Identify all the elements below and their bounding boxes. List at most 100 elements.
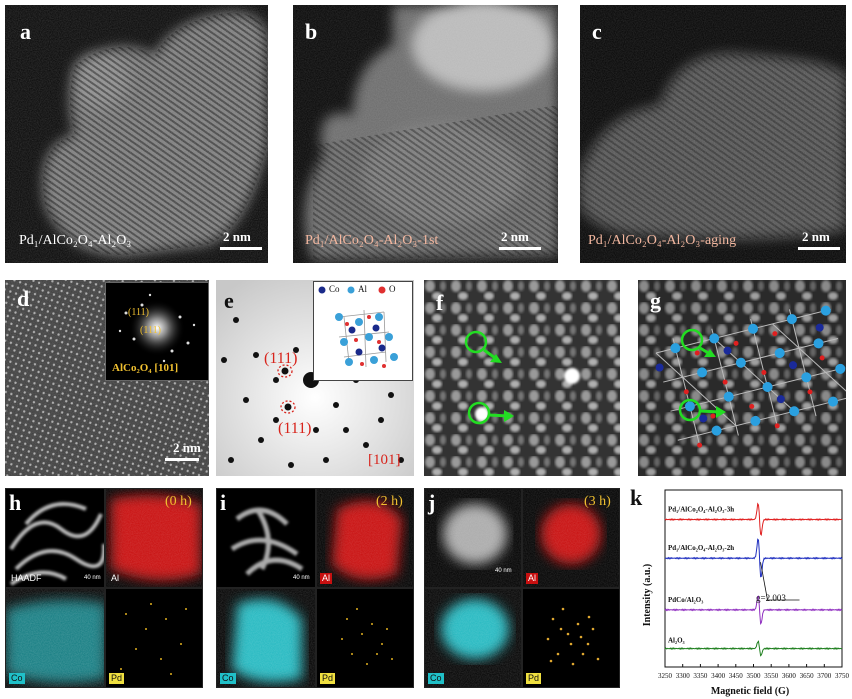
pd-map-tile-i: Pd (316, 588, 414, 688)
caption-b: Pd₁/AlCo₂O₄-Al₂O₃-1st (305, 233, 439, 248)
panel-label-i: i (220, 490, 227, 515)
time-label-j: (3 h) (584, 494, 611, 509)
y-axis-label: Intensity (a.u.) (642, 564, 653, 627)
panel-g: g (638, 280, 846, 476)
al-map-tile-i: Al (316, 488, 414, 588)
tag-pd-j: Pd (526, 673, 542, 684)
scale-bar-a (220, 247, 262, 250)
panel-label-c: c (592, 19, 602, 44)
series-line (664, 502, 843, 536)
panel-label-d: d (17, 286, 30, 311)
time-label-i: (2 h) (376, 494, 403, 509)
pd-map-tile-h: Pd (105, 588, 203, 688)
haadf-tile-j: 40 nm (424, 488, 522, 588)
panel-b: b Pd₁/AlCo₂O₄-Al₂O₃-1st 2 nm (293, 5, 558, 263)
panel-c: c Pd₁/AlCo₂O₄-Al₂O₃-aging 2 nm (580, 5, 846, 263)
scale-label-b: 2 nm (501, 229, 529, 244)
time-label-h: (0 h) (165, 494, 192, 509)
panel-c-micrograph (580, 5, 846, 263)
series-label: Al₂O₃ (668, 637, 685, 645)
panel-label-e: e (224, 288, 234, 313)
caption-a: Pd₁/AlCo₂O₄-Al₂O₃ (19, 233, 132, 248)
pd-map-i (341, 608, 393, 665)
zone-axis-label: [101] (368, 452, 401, 468)
panel-label-g: g (650, 288, 661, 313)
tag-haadf: HAADF (11, 573, 42, 583)
co-map-tile-j: Co (424, 588, 522, 688)
x-tick-label: 3600 (782, 672, 797, 680)
panel-e: Co Al O e (111) (111) [101] (216, 280, 414, 476)
fft-spot-label-1: (111) (128, 307, 149, 318)
al-map-tile-j: Al (522, 488, 620, 588)
scale-bar-d (165, 458, 199, 461)
panel-label-b: b (305, 19, 318, 44)
co-map-j (425, 589, 521, 687)
annotation-leader (760, 562, 768, 601)
tag-co-j: Co (428, 673, 444, 684)
al-map-j (523, 489, 619, 587)
scale-bar-b (499, 247, 541, 250)
fft-pattern (118, 293, 196, 363)
g-value-annotation: g=2.003 (756, 593, 786, 603)
x-tick-label: 3400 (711, 672, 726, 680)
x-tick-label: 3700 (817, 672, 832, 680)
co-map-i (217, 589, 315, 687)
panel-a-micrograph (5, 5, 268, 263)
panel-g-micrograph (638, 280, 846, 476)
series-line (664, 538, 843, 578)
fft-inset: (111) (111) AlCo₂O₄ [101] (105, 282, 209, 381)
tag-co-h: Co (9, 673, 25, 684)
series-label: Pd₁/AlCo₂O₄-Al₂O₃-2h (668, 544, 734, 552)
co-map-tile-h: Co (5, 588, 105, 688)
pd-map-h (120, 603, 187, 675)
x-tick-label: 3450 (729, 672, 744, 680)
tag-al-j: Al (526, 573, 539, 584)
x-tick-label: 3250 (658, 672, 673, 680)
al-map-h (106, 489, 202, 587)
tag-al-i: Al (320, 573, 333, 584)
haadf-tile-h: HAADF 40 nm (5, 488, 105, 588)
x-tick-label: 3300 (676, 672, 691, 680)
crystal-structure-inset: Co Al O (313, 281, 413, 381)
co-map-tile-i: Co (216, 588, 316, 688)
panel-a: a Pd₁/AlCo₂O₄-Al₂O₃ 2 nm (5, 5, 268, 263)
legend-o: O (389, 284, 396, 294)
tag-pd-i: Pd (320, 673, 336, 684)
tag-co-i: Co (220, 673, 236, 684)
pd-map-j (546, 607, 600, 666)
plot-area (664, 489, 843, 668)
series-line (664, 595, 843, 626)
scale-label-j: 40 nm (495, 568, 512, 574)
panel-j: 40 nm Al Co Pd j (3 h) (424, 488, 620, 688)
crystal-structure-model (318, 286, 398, 368)
fft-zone-label: AlCo₂O₄ [101] (112, 362, 179, 374)
haadf-image-h (9, 502, 104, 586)
series-label: Pd₁/AlCo₂O₄-Al₂O₃-3h (668, 506, 734, 514)
scale-bar-c (798, 247, 840, 250)
panel-b-micrograph (293, 5, 558, 263)
x-tick-label: 3650 (800, 672, 815, 680)
panel-i: 40 nm Al Co Pd i (2 h) (216, 488, 414, 688)
panel-label-f: f (436, 290, 444, 315)
x-tick-label: 3750 (835, 672, 850, 680)
panel-f: f (424, 280, 620, 476)
panel-label-k: k (630, 485, 643, 510)
panel-d: (111) (111) AlCo₂O₄ [101] d 2 nm (5, 280, 209, 476)
haadf-image-i (230, 507, 304, 576)
x-tick-label: 3550 (764, 672, 779, 680)
panel-h: HAADF 40 nm Al Co Pd h (0 h) (5, 488, 203, 688)
panel-k: k Pd₁/AlCo₂O₄-Al₂O₃-3h Pd₁/AlCo₂O₄-Al₂O₃-… (628, 485, 850, 697)
panel-label-a: a (20, 19, 31, 44)
pd-map-tile-j: Pd (522, 588, 620, 688)
series-line (664, 640, 843, 657)
panel-label-h: h (9, 490, 22, 515)
haadf-tile-i: 40 nm (216, 488, 316, 588)
legend-al: Al (358, 284, 367, 294)
scale-label-h: 40 nm (84, 575, 101, 581)
tag-pd-h: Pd (109, 673, 125, 684)
spot-label-upper: (111) (264, 350, 298, 367)
legend-co: Co (329, 284, 340, 294)
epr-chart: Pd₁/AlCo₂O₄-Al₂O₃-3h Pd₁/AlCo₂O₄-Al₂O₃-2h… (642, 489, 850, 697)
co-map-h (6, 589, 104, 687)
spot-label-lower: (111) (278, 420, 312, 437)
